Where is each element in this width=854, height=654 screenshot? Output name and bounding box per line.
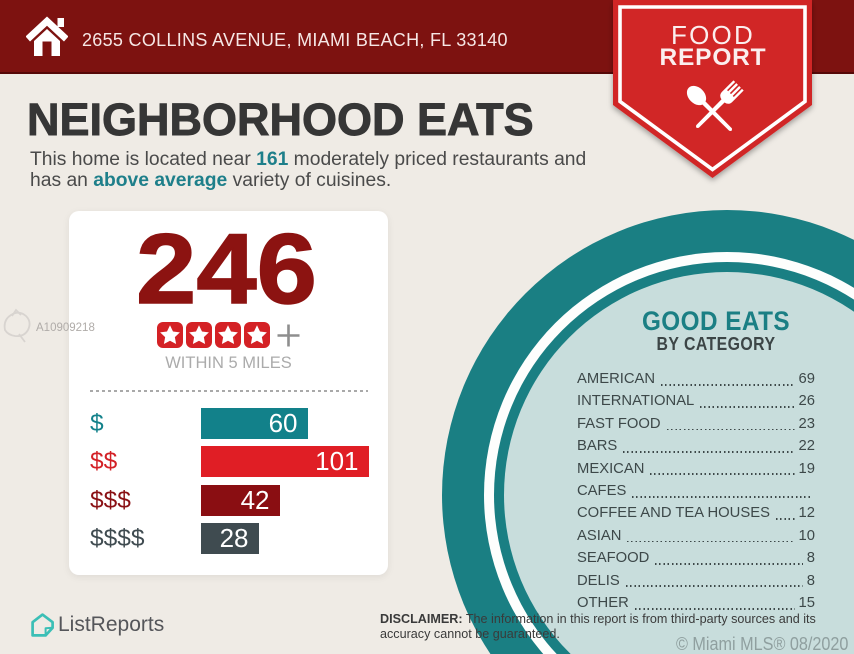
svg-text:REPORT: REPORT: [660, 44, 767, 71]
svg-text:FOOD: FOOD: [671, 20, 755, 50]
